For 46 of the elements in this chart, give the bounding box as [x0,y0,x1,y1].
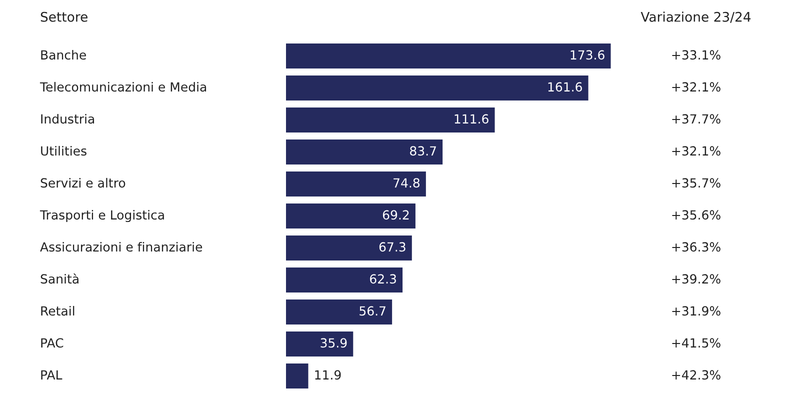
data-label: 35.9 [320,338,347,348]
bar [286,236,412,260]
text: Variazione 23/24 [640,12,751,23]
data-label: 111.6 [454,114,488,124]
text: +39.2% [672,274,720,284]
y-tick-label: Industria [41,114,94,124]
text: +35.6% [672,210,720,220]
text: +41.5% [672,338,720,348]
y-axis-title: Settore [40,12,88,22]
data-label: 173.6 [570,50,604,60]
text: +32.1% [672,146,720,156]
bar [286,364,308,388]
data-label: 56.7 [360,306,386,316]
y-tick-label: Sanità [40,273,78,284]
y-tick-label: Telecomunicazioni e Media [40,82,206,92]
data-label: 83.7 [410,146,436,156]
y-tick-label: Retail [41,306,74,316]
y-tick-label: PAC [41,338,64,348]
data-label: 74.8 [394,178,420,188]
y-tick-label: PAL [41,370,62,380]
y-tick-label: Trasporti e Logistica [40,210,164,222]
y-tick-label: Banche [41,50,86,60]
text: +42.3% [672,370,720,380]
text: +36.3% [672,242,720,252]
bar [286,76,588,100]
text: +37.7% [672,114,720,124]
bar [286,140,443,164]
bar [286,44,611,68]
bar [286,268,403,292]
y-tick-label: Servizi e altro [40,178,126,188]
data-label: 62.3 [370,274,396,284]
bar [286,204,416,228]
text: +31.9% [672,306,720,316]
text: +32.1% [672,82,720,92]
bar [286,172,426,196]
bar [286,300,392,324]
data-label: 161.6 [548,82,582,92]
bar [286,108,495,132]
text: +35.7% [672,178,720,188]
data-label: 69.2 [382,210,409,220]
y-tick-label: Utilities [41,146,86,156]
bar [286,332,354,356]
y-tick-label: Assicurazioni e finanziarie [40,242,202,252]
data-label: 11.9 [315,370,341,380]
data-label: 67.3 [379,242,406,252]
text: +33.1% [672,50,720,60]
